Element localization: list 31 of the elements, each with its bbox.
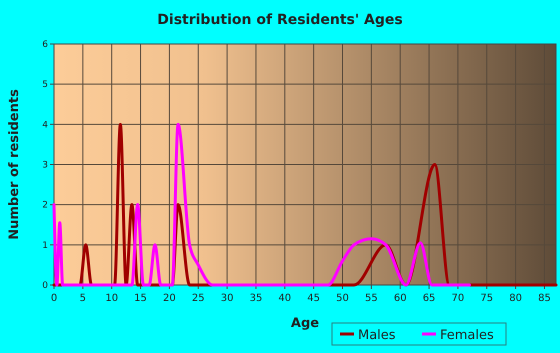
x-tick-label: 80 bbox=[509, 293, 522, 304]
x-tick-label: 50 bbox=[336, 293, 349, 304]
x-tick-label: 85 bbox=[538, 293, 551, 304]
x-tick-label: 55 bbox=[364, 293, 378, 304]
x-tick-label: 45 bbox=[307, 293, 320, 304]
y-tick-label: 3 bbox=[42, 160, 48, 170]
y-tick-label: 4 bbox=[42, 120, 48, 130]
x-axis-title: Age bbox=[290, 316, 320, 331]
x-tick-label: 5 bbox=[80, 293, 86, 304]
line-series bbox=[52, 122, 471, 286]
x-tick-label: 0 bbox=[50, 293, 58, 304]
y-tick-label: 6 bbox=[42, 40, 48, 50]
y-tick-label: 1 bbox=[42, 240, 48, 251]
y-axis-title: Number of residents bbox=[7, 88, 22, 240]
x-tick-label: 30 bbox=[220, 293, 234, 304]
y-tick-label: 5 bbox=[42, 80, 48, 90]
x-tick-label: 10 bbox=[105, 293, 118, 304]
x-tick-label: 70 bbox=[452, 293, 464, 304]
legend-label: Males bbox=[358, 328, 396, 343]
x-tick-label: 60 bbox=[394, 293, 407, 304]
x-tick-label: 20 bbox=[163, 293, 176, 304]
x-tick-label: 35 bbox=[250, 293, 262, 304]
x-tick-label: 75 bbox=[480, 293, 494, 304]
x-tick-label: 65 bbox=[422, 293, 436, 304]
x-tick-label: 15 bbox=[134, 293, 147, 304]
x-tick-label: 40 bbox=[278, 293, 292, 304]
chart-title: Distribution of Residents' Ages bbox=[157, 12, 403, 28]
x-tick-label: 25 bbox=[192, 293, 205, 304]
y-tick-label: 0 bbox=[42, 281, 48, 291]
legend-label: Females bbox=[440, 328, 494, 343]
y-tick-label: 2 bbox=[42, 200, 48, 211]
